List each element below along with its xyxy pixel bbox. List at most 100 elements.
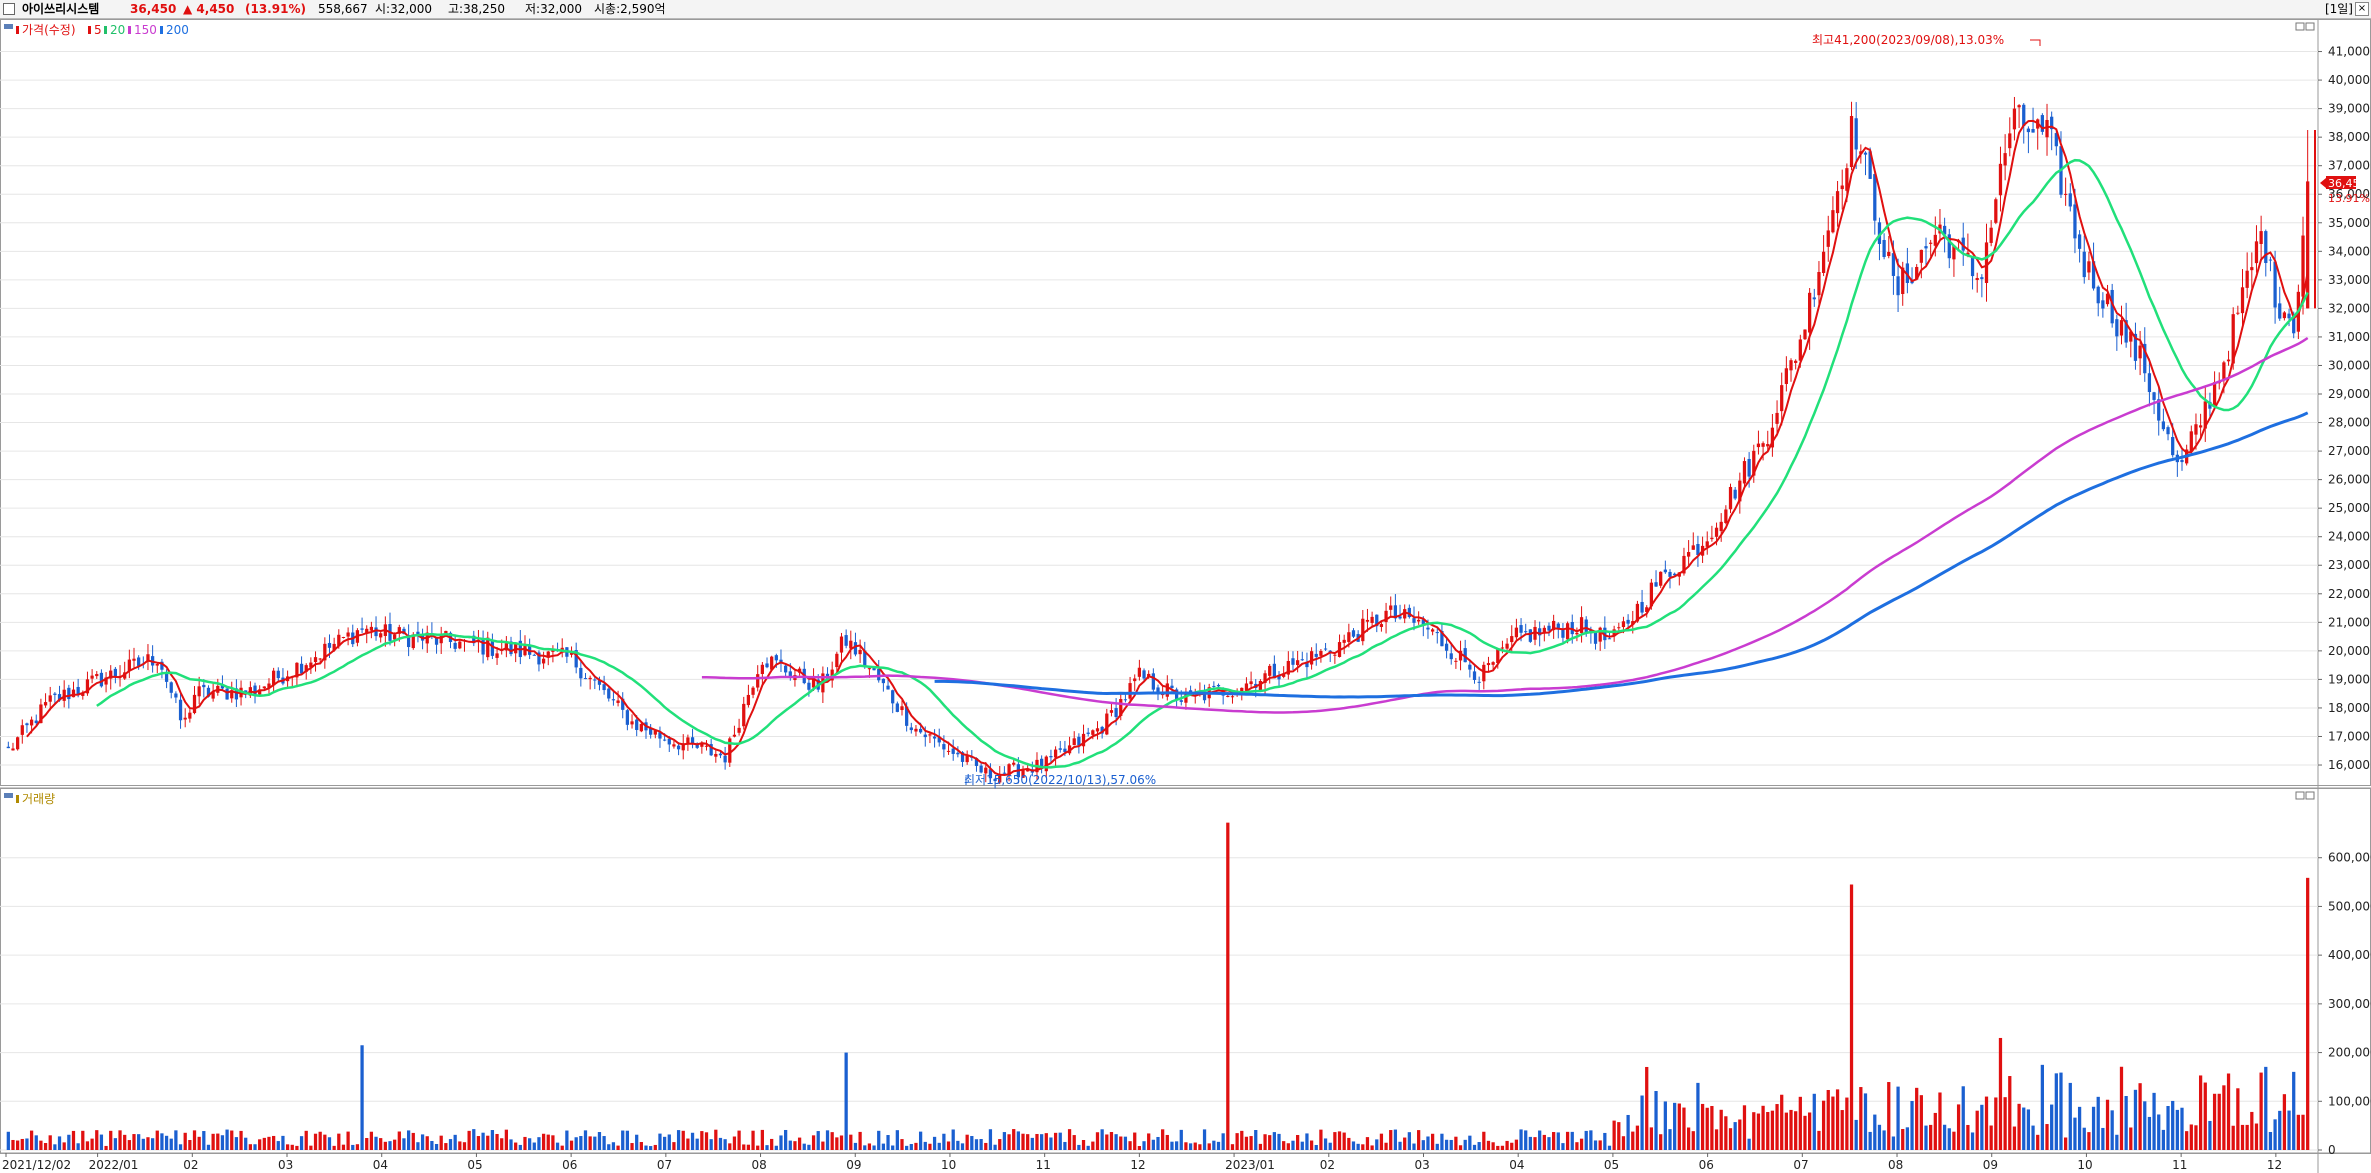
candle-body[interactable] [1766, 444, 1770, 447]
volume-bar[interactable] [546, 1134, 550, 1150]
candle-body[interactable] [625, 710, 630, 725]
candle-body[interactable] [2082, 251, 2086, 278]
candle-body[interactable] [639, 723, 643, 732]
candle-body[interactable] [2198, 425, 2203, 428]
volume-bar[interactable] [881, 1143, 886, 1150]
volume-bar[interactable] [495, 1133, 499, 1150]
candle-body[interactable] [1188, 690, 1193, 693]
volume-bar[interactable] [434, 1143, 439, 1150]
volume-bar[interactable] [602, 1136, 606, 1150]
volume-bar[interactable] [1924, 1125, 1928, 1150]
volume-bar[interactable] [285, 1144, 290, 1150]
candle-body[interactable] [681, 743, 685, 751]
candle-body[interactable] [365, 628, 369, 633]
volume-bar[interactable] [379, 1138, 383, 1150]
volume-bar[interactable] [2101, 1127, 2105, 1150]
volume-bar[interactable] [202, 1131, 206, 1150]
volume-bar[interactable] [2059, 1072, 2063, 1150]
candle-body[interactable] [607, 688, 611, 699]
volume-bar[interactable] [453, 1134, 457, 1150]
volume-bar[interactable] [2236, 1088, 2240, 1150]
candle-body[interactable] [583, 678, 588, 680]
candle-body[interactable] [1440, 631, 1444, 647]
volume-bar[interactable] [6, 1131, 10, 1150]
candle-body[interactable] [1528, 629, 1532, 642]
volume-bar[interactable] [411, 1132, 415, 1150]
volume-bar[interactable] [29, 1130, 34, 1150]
candle-body[interactable] [1244, 683, 1249, 691]
candle-body[interactable] [932, 736, 937, 739]
volume-bar[interactable] [95, 1130, 99, 1150]
candle-body[interactable] [1524, 631, 1528, 633]
candle-body[interactable] [1230, 696, 1235, 698]
candle-body[interactable] [34, 720, 38, 724]
candle-body[interactable] [1347, 632, 1351, 642]
volume-bar[interactable] [2245, 1124, 2249, 1150]
candle-body[interactable] [2124, 320, 2128, 343]
candle-body[interactable] [258, 689, 262, 695]
candle-body[interactable] [914, 728, 918, 732]
candle-body[interactable] [434, 637, 439, 645]
candle-body[interactable] [1258, 680, 1263, 691]
candle-body[interactable] [1621, 621, 1626, 628]
volume-bar[interactable] [751, 1130, 755, 1150]
volume-bar[interactable] [942, 1133, 946, 1150]
candle-body[interactable] [1747, 458, 1751, 477]
candle-body[interactable] [765, 663, 769, 668]
volume-bar[interactable] [155, 1130, 159, 1150]
candle-body[interactable] [942, 744, 946, 750]
volume-bar[interactable] [1063, 1141, 1067, 1150]
candle-body[interactable] [1333, 654, 1337, 656]
volume-bar[interactable] [1561, 1143, 1565, 1150]
candle-body[interactable] [2245, 270, 2249, 288]
volume-bar[interactable] [970, 1136, 974, 1150]
volume-bar[interactable] [406, 1130, 411, 1150]
volume-bar[interactable] [1426, 1136, 1430, 1150]
volume-bar[interactable] [1114, 1134, 1118, 1150]
volume-bar[interactable] [1100, 1129, 1104, 1150]
candle-body[interactable] [1724, 509, 1728, 524]
candle-body[interactable] [1761, 443, 1765, 447]
candle-body[interactable] [2254, 241, 2259, 264]
candle-body[interactable] [1142, 670, 1146, 679]
volume-bar[interactable] [1216, 1141, 1221, 1150]
candle-body[interactable] [25, 723, 29, 726]
volume-bar[interactable] [225, 1129, 229, 1150]
candle-body[interactable] [1435, 632, 1439, 634]
volume-bar[interactable] [1738, 1119, 1742, 1150]
candle-body[interactable] [2240, 287, 2245, 314]
volume-bar[interactable] [1724, 1116, 1728, 1150]
candle-body[interactable] [453, 642, 457, 649]
candle-body[interactable] [1309, 651, 1314, 665]
volume-bar[interactable] [1528, 1136, 1532, 1150]
volume-bar[interactable] [127, 1140, 131, 1150]
volume-bar[interactable] [1147, 1133, 1151, 1150]
volume-bar[interactable] [1789, 1109, 1793, 1150]
candle-body[interactable] [1984, 242, 1989, 284]
volume-bar[interactable] [332, 1145, 336, 1150]
volume-bars[interactable] [6, 822, 2310, 1150]
candle-body[interactable] [2157, 399, 2161, 421]
volume-bar[interactable] [141, 1138, 145, 1150]
volume-bar[interactable] [965, 1134, 969, 1150]
volume-bar[interactable] [1240, 1130, 1244, 1150]
candle-body[interactable] [877, 668, 881, 681]
candle-body[interactable] [1496, 649, 1500, 664]
volume-bar[interactable] [458, 1141, 462, 1150]
volume-bar[interactable] [2287, 1110, 2291, 1150]
candle-body[interactable] [676, 745, 681, 750]
volume-bar[interactable] [1654, 1091, 1658, 1150]
volume-bar[interactable] [1835, 1089, 1840, 1150]
candle-body[interactable] [2017, 105, 2021, 108]
volume-bar[interactable] [2278, 1110, 2282, 1150]
volume-bar[interactable] [1710, 1105, 1714, 1150]
volume-bar[interactable] [1133, 1132, 1137, 1150]
volume-bar[interactable] [793, 1141, 797, 1150]
volume-bar[interactable] [979, 1139, 983, 1150]
candle-body[interactable] [1365, 619, 1370, 622]
candle-body[interactable] [1565, 623, 1570, 640]
volume-bar[interactable] [2250, 1111, 2254, 1150]
candle-body[interactable] [2119, 320, 2124, 336]
volume-bar[interactable] [1407, 1132, 1411, 1150]
candle-body[interactable] [1710, 537, 1714, 540]
